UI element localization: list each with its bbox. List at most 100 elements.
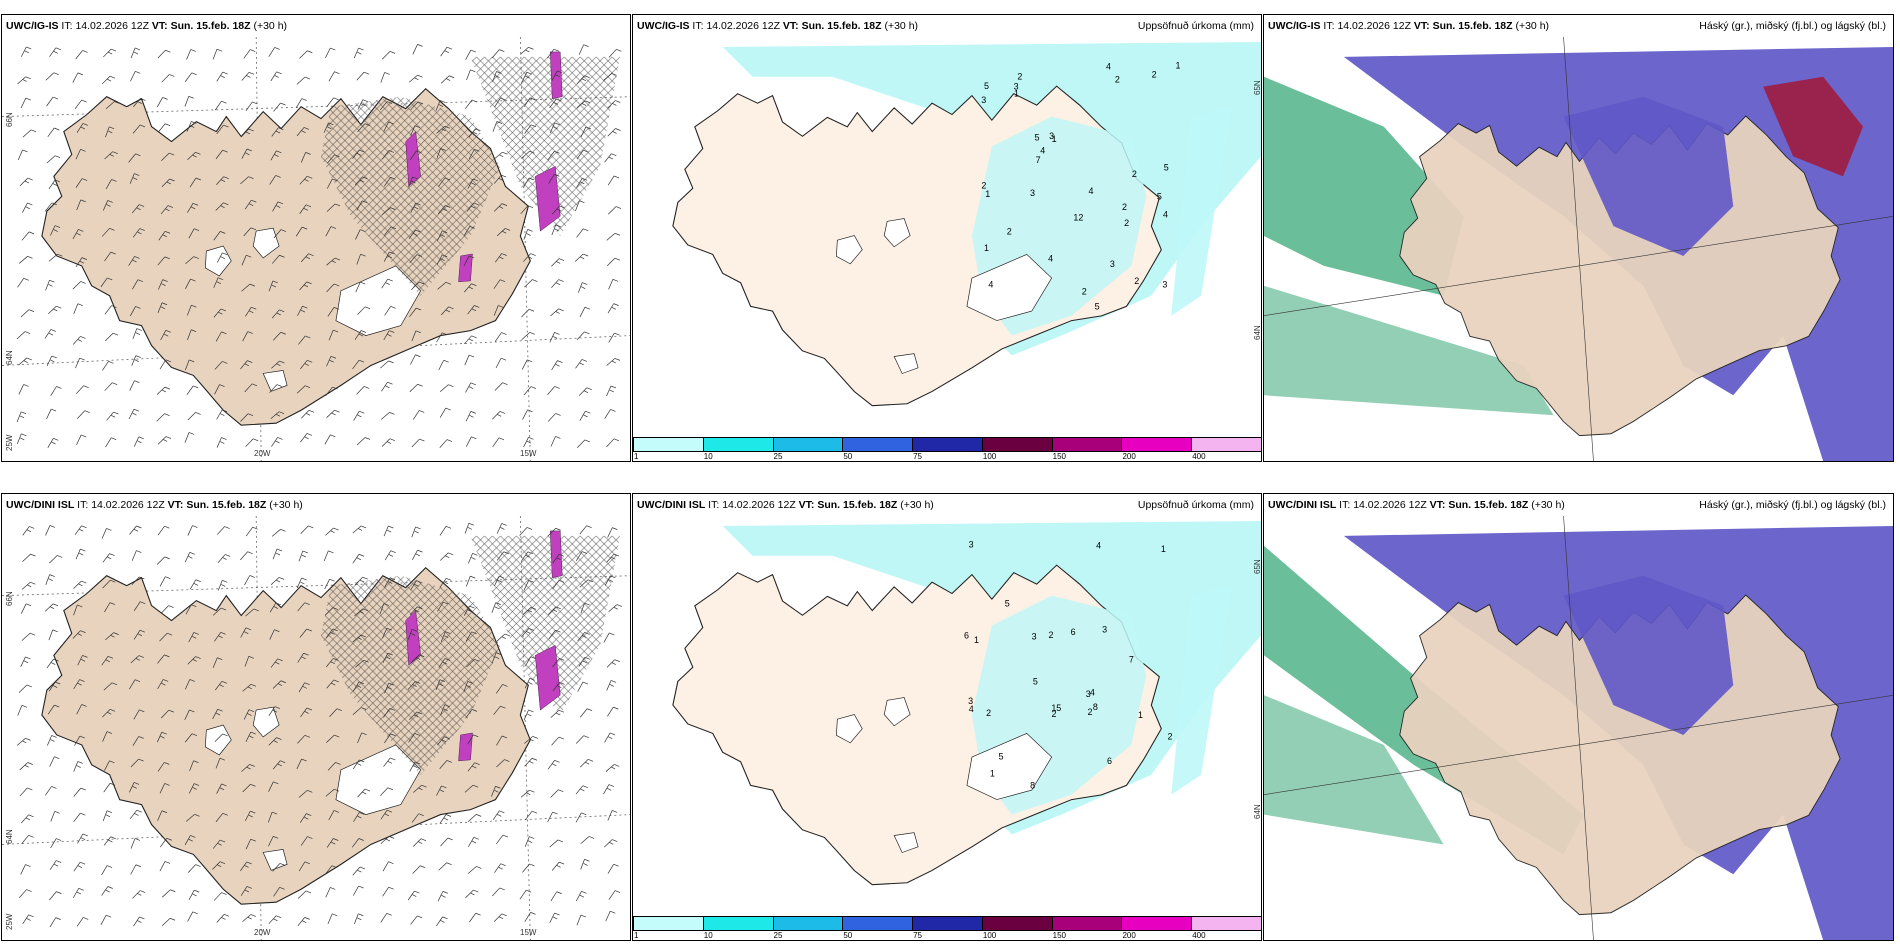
precip-value-label: 2 — [1134, 276, 1139, 286]
panel-header: UWC/IG-IS IT: 14.02.2026 12Z VT: Sun. 15… — [1264, 15, 1893, 37]
colorbar-tick-label: 100 — [982, 452, 997, 461]
precip-value-label: 5 — [1005, 599, 1010, 609]
precip-value-label: 2 — [1122, 202, 1127, 212]
precip-value-label: 6 — [1071, 627, 1076, 637]
precip-value-label: 5 — [984, 81, 989, 91]
colorbar-tick-label: 75 — [913, 931, 923, 940]
precip-value-label: 2 — [1115, 74, 1120, 84]
colorbar-swatch — [1191, 917, 1261, 930]
precip-value-label: 1 — [1161, 544, 1166, 554]
precip-value-label: 1 — [990, 769, 995, 779]
iceland-wind-map — [2, 37, 630, 461]
lat-label-64n: 64N — [5, 829, 14, 844]
precip-value-label: 8 — [1030, 780, 1035, 790]
colorbar-tick-label: 400 — [1192, 452, 1206, 461]
colorbar-tick-label: 50 — [843, 452, 853, 461]
lat-label-64n: 64N — [1253, 804, 1262, 819]
precip-value-label: 4 — [1163, 210, 1168, 220]
panel-header: UWC/DINI ISL IT: 14.02.2026 12Z VT: Sun.… — [1264, 494, 1893, 516]
colorbar-tick-label: 1 — [634, 452, 639, 461]
lat-label-64n: 64N — [1253, 325, 1262, 340]
colorbar-tick-label: 1 — [634, 931, 639, 940]
colorbar-tick-label: 200 — [1122, 452, 1136, 461]
lon-label-20w: 20W — [254, 928, 271, 937]
precip-map: 2 5 4 2 1 2 1 2 5 5 3 2 5 3 4 5 12 4 3 2 1 2 7 4 4 3 2 1 1 2 2 3 4 3 — [633, 37, 1261, 437]
colorbar-tick-label: 10 — [703, 452, 713, 461]
precip-value-label: 3 — [1014, 82, 1019, 92]
lat-label-65n: 65N — [1253, 559, 1262, 574]
precip-value-label: 3 — [1032, 631, 1037, 641]
precip-value-label: 2 — [1088, 707, 1093, 717]
colorbar-swatch — [842, 917, 913, 930]
precip-value-label: 2 — [981, 180, 986, 190]
wind-map-panel-igis: UWC/IG-IS IT: 14.02.2026 12Z VT: Sun. 15… — [1, 14, 631, 462]
panel-header: UWC/DINI ISL IT: 14.02.2026 12Z VT: Sun.… — [6, 499, 303, 511]
lon-label-15w: 15W — [520, 928, 537, 937]
colorbar-swatch — [702, 438, 773, 451]
precip-value-label: 1 — [1014, 88, 1019, 98]
precip-value-label: 3 — [1110, 259, 1115, 269]
cloud-title: Háský (gr.), miðský (fj.bl.) og lágský (… — [1699, 20, 1886, 32]
precip-value-label: 3 — [1162, 279, 1167, 289]
precip-value-label: 5 — [1035, 133, 1040, 143]
precip-value-label: 1 — [1138, 710, 1143, 720]
colorbar-swatch — [772, 917, 843, 930]
lat-label-65n: 65N — [1253, 80, 1262, 95]
precip-value-label: 3 — [1102, 624, 1107, 634]
colorbar-tick-label: 75 — [913, 452, 923, 461]
init-time: 14.02.2026 12Z — [75, 20, 149, 32]
colorbar-swatch — [1191, 438, 1261, 451]
precip-value-label: 1 — [985, 189, 990, 199]
wind-map-panel-dini: UWC/DINI ISL IT: 14.02.2026 12Z VT: Sun.… — [1, 493, 631, 941]
precip-value-label: 12 — [1073, 213, 1083, 223]
colorbar-tick-label: 400 — [1192, 931, 1206, 940]
colorbar-swatch — [633, 917, 703, 930]
precip-map: 8 1 1 2 5 2 7 4 3 6 5 6 2 15 1 2 3 4 8 5 3 3 2 1 3 4 6 — [633, 516, 1261, 916]
lon-label-15w: 15W — [520, 449, 537, 458]
colorbar-tick-label: 25 — [773, 931, 783, 940]
cloud-map-panel-igis: UWC/IG-IS IT: 14.02.2026 12Z VT: Sun. 15… — [1263, 14, 1894, 462]
precip-value-label: 3 — [969, 540, 974, 550]
precip-value-label: 15 — [1051, 703, 1061, 713]
colorbar-swatch — [1121, 917, 1192, 930]
cloud-map — [1264, 516, 1893, 940]
precip-value-label: 2 — [1124, 218, 1129, 228]
precip-value-label: 1 — [974, 635, 979, 645]
precip-value-label: 4 — [1088, 186, 1093, 196]
precip-value-label: 4 — [1106, 61, 1111, 71]
lat-label-66n: 66N — [5, 112, 14, 127]
precip-value-label: 4 — [1090, 688, 1095, 698]
precip-value-label: 2 — [1132, 169, 1137, 179]
precip-value-label: 5 — [1033, 676, 1038, 686]
precip-value-label: 4 — [1096, 540, 1101, 550]
precip-value-label: 6 — [1107, 756, 1112, 766]
precip-value-label: 1 — [1052, 134, 1057, 144]
lat-label-64n: 64N — [5, 350, 14, 365]
precip-value-label: 5 — [1095, 301, 1100, 311]
lon-label-25w: 25W — [5, 434, 14, 451]
precip-value-label: 3 — [1086, 689, 1091, 699]
precip-value-label: 5 — [1164, 163, 1169, 173]
precip-value-label: 2 — [1168, 732, 1173, 742]
lat-label-66n: 66N — [5, 591, 14, 606]
colorbar-tick-label: 10 — [703, 931, 713, 940]
precip-map-panel-dini: UWC/DINI ISL IT: 14.02.2026 12Z VT: Sun.… — [632, 493, 1262, 941]
precip-value-label: 2 — [1082, 286, 1087, 296]
precip-value-label: 3 — [968, 696, 973, 706]
colorbar-swatch — [633, 438, 703, 451]
panel-header: UWC/IG-IS IT: 14.02.2026 12Z VT: Sun. 15… — [6, 20, 288, 32]
precip-value-label: 3 — [981, 95, 986, 105]
precip-value-label: 3 — [1049, 131, 1054, 141]
colorbar-swatch — [1121, 438, 1192, 451]
colorbar-tick-label: 25 — [773, 452, 783, 461]
precip-value-label: 7 — [1036, 155, 1041, 165]
colorbar-swatch — [981, 917, 1052, 930]
lon-label-25w: 25W — [5, 913, 14, 930]
cloud-title: Háský (gr.), miðský (fj.bl.) og lágský (… — [1699, 499, 1886, 511]
wind-map — [2, 516, 630, 940]
precip-map-panel-igis: UWC/IG-IS IT: 14.02.2026 12Z VT: Sun. 15… — [632, 14, 1262, 462]
precip-value-label: 7 — [1129, 654, 1134, 664]
colorbar-swatch — [772, 438, 843, 451]
